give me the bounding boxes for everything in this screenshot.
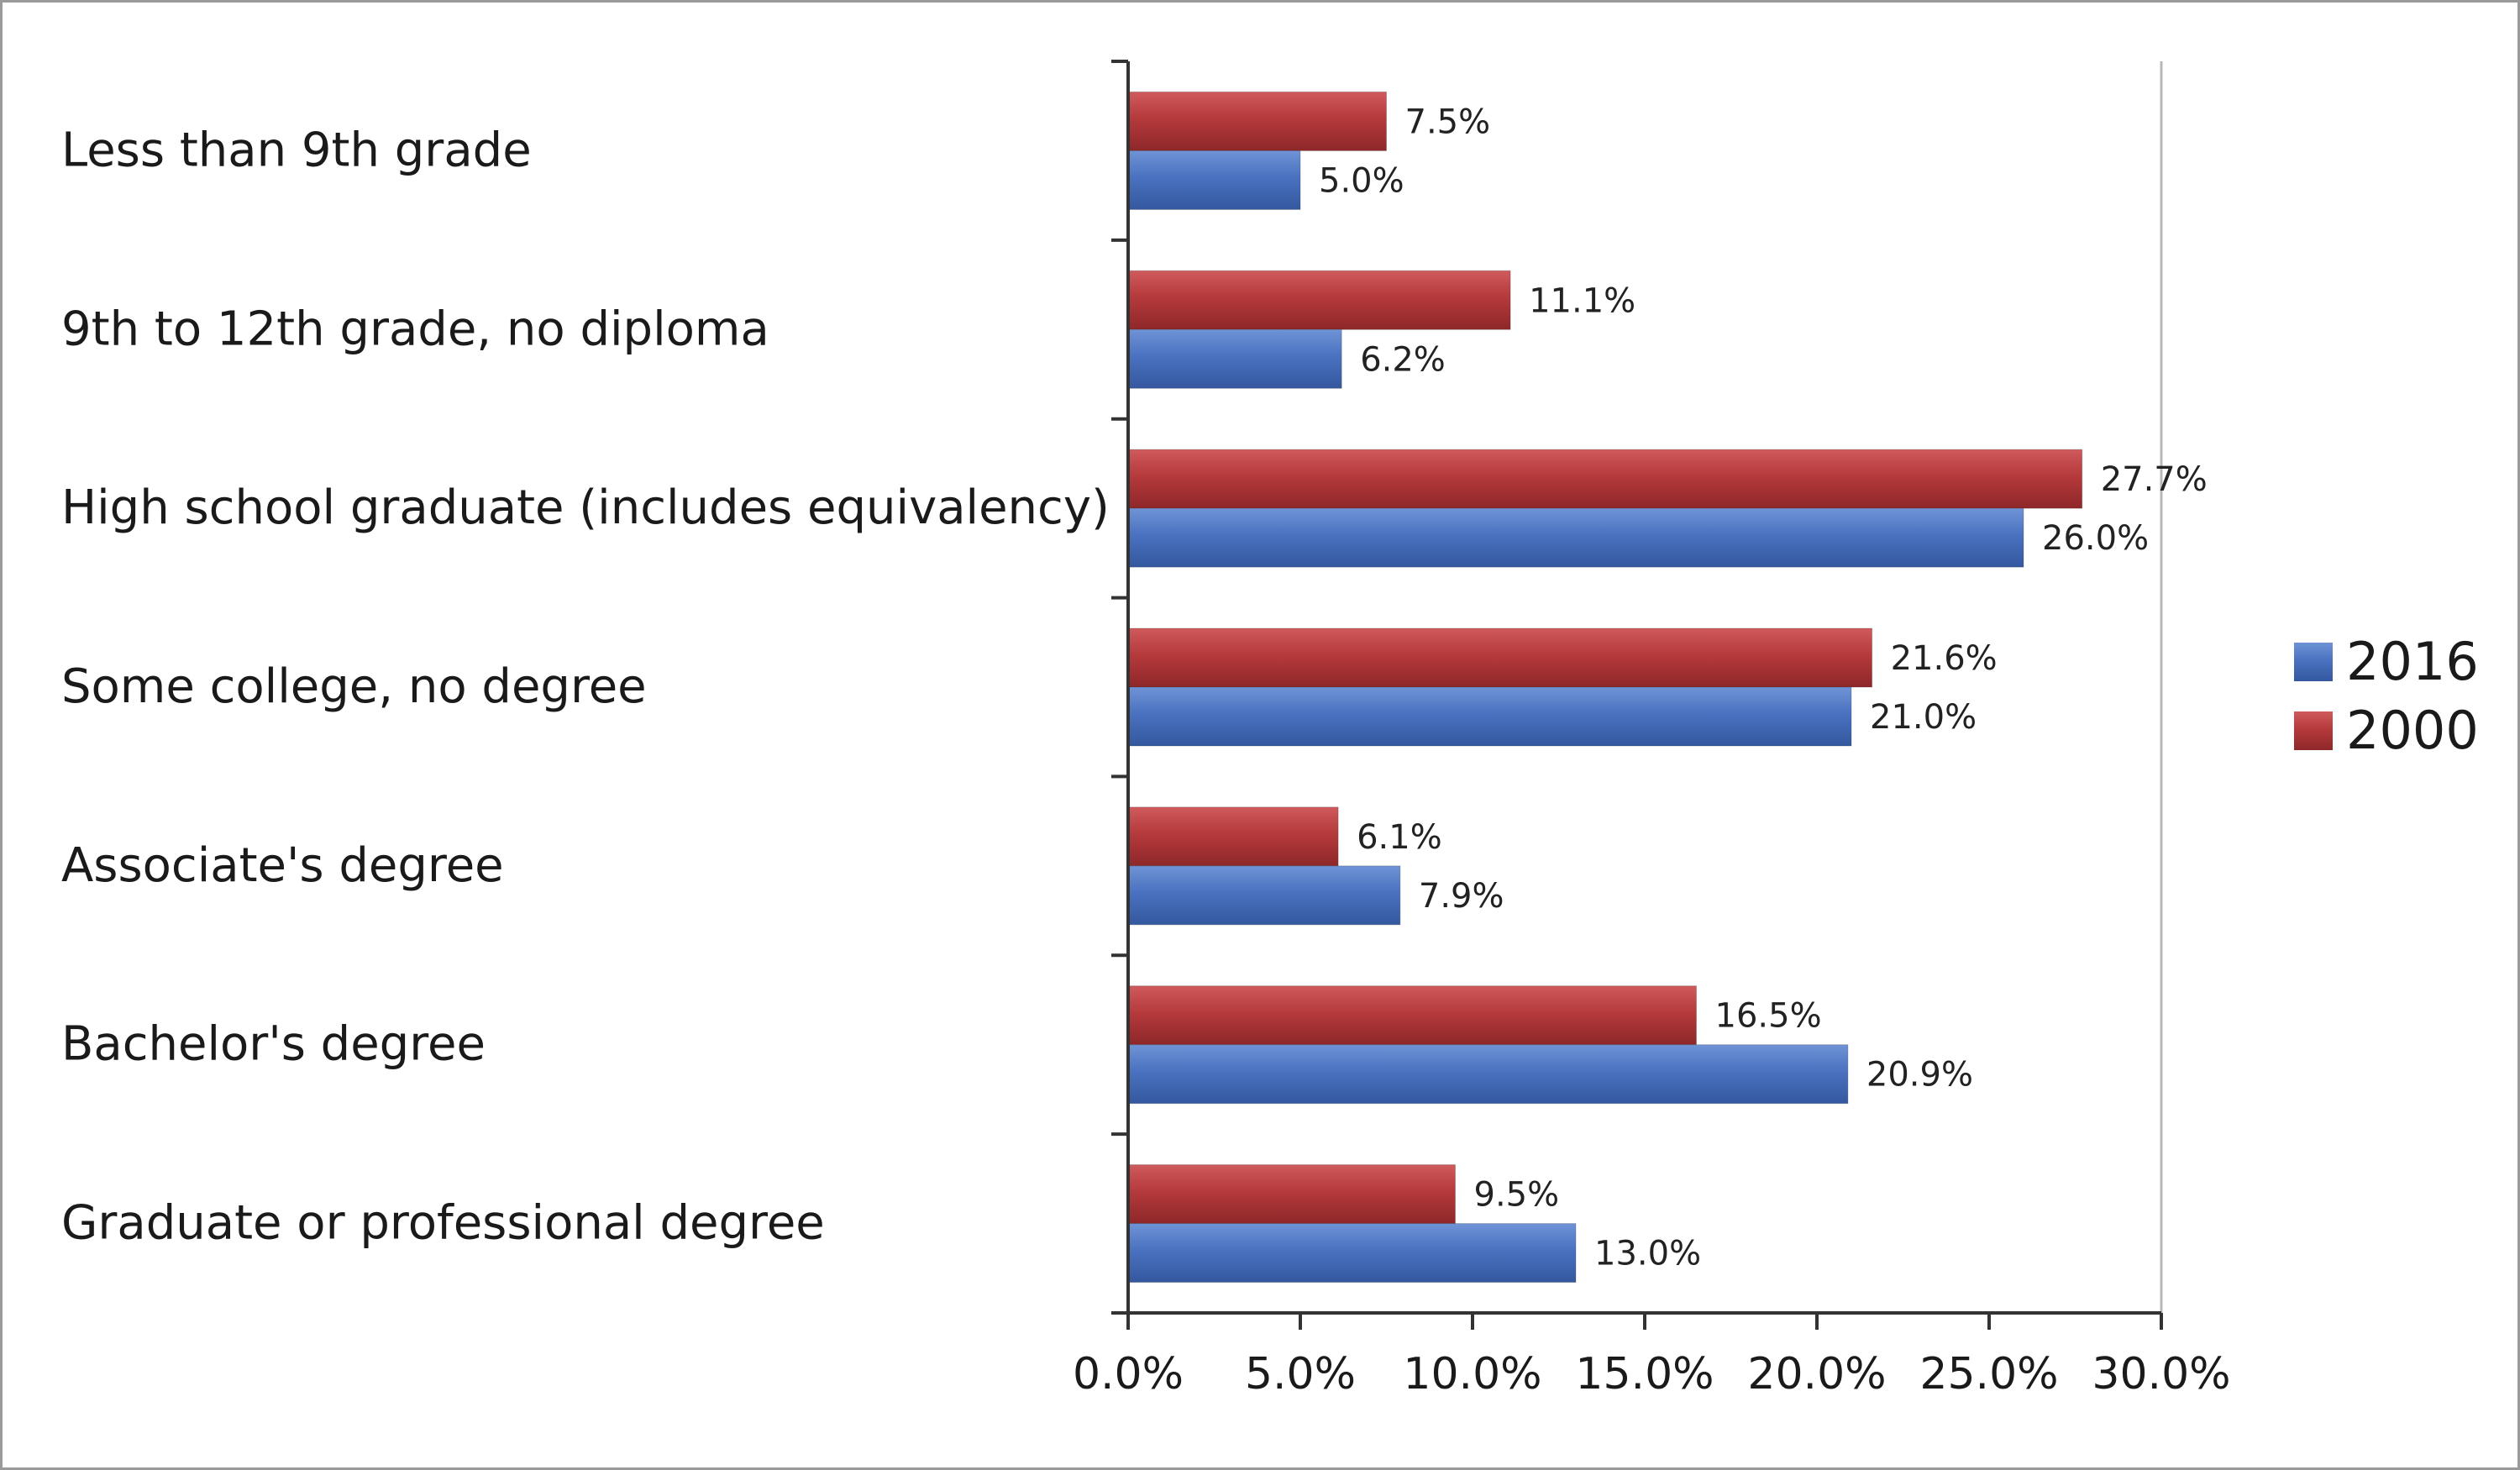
bar-2016 (1127, 1044, 1849, 1105)
bar-2000 (1127, 985, 1697, 1046)
legend-label-2000: 2000 (2346, 700, 2479, 761)
value-labels: 7.5%5.0% 11.1% 6.2% 27.7% 26.0% 21.6% 21.0% 6.1… (1319, 102, 2208, 1273)
category-label: Bachelor's degree (61, 1017, 486, 1072)
bar-2016 (1127, 328, 1342, 389)
data-label-2000: 16.5% (1715, 997, 1822, 1036)
category-label: Some college, no degree (61, 659, 647, 714)
data-label-2016: 21.0% (1870, 698, 1977, 737)
x-tick-label: 0.0% (1073, 1349, 1184, 1399)
legend-swatch-2016 (2294, 643, 2333, 681)
bar-2000 (1127, 1164, 1456, 1225)
legend-label-2016: 2016 (2346, 631, 2479, 692)
data-label-2016: 7.9% (1419, 877, 1504, 916)
bar-2000 (1127, 627, 1873, 688)
x-tick-label: 10.0% (1403, 1349, 1541, 1399)
bars (1127, 91, 2083, 1284)
data-label-2016: 26.0% (2042, 519, 2149, 558)
legend: 2016 2000 (2294, 631, 2479, 761)
category-labels: Less than 9th grade 9th to 12th grade, no… (61, 123, 1110, 1250)
bar-2016 (1127, 865, 1401, 926)
axes (1111, 60, 2163, 1330)
x-tick-label: 15.0% (1575, 1349, 1714, 1399)
bar-2000 (1127, 91, 1387, 151)
bar-2016 (1127, 150, 1301, 210)
data-label-2000: 21.6% (1891, 639, 1998, 678)
x-tick-labels: 0.0% 5.0% 10.0% 15.0% 20.0% 25.0% 30.0% (1073, 1349, 2231, 1399)
x-tick-label: 30.0% (2092, 1349, 2230, 1399)
data-label-2000: 27.7% (2101, 460, 2208, 499)
data-label-2016: 13.0% (1594, 1235, 1701, 1273)
data-label-2016: 5.0% (1319, 161, 1404, 200)
category-label: Less than 9th grade (61, 123, 532, 177)
bar-2000 (1127, 806, 1339, 867)
category-label: High school graduate (includes equivalen… (61, 480, 1110, 535)
category-label: Graduate or professional degree (61, 1196, 825, 1251)
bar-2016 (1127, 686, 1852, 747)
bar-2000 (1127, 270, 1511, 330)
data-label-2016: 20.9% (1866, 1056, 1973, 1095)
legend-swatch-2000 (2294, 711, 2333, 750)
x-tick-label: 20.0% (1747, 1349, 1886, 1399)
data-label-2000: 9.5% (1474, 1176, 1560, 1215)
category-label: 9th to 12th grade, no diploma (61, 302, 769, 356)
data-label-2000: 6.1% (1357, 818, 1442, 857)
data-label-2000: 7.5% (1405, 102, 1491, 141)
data-label-2000: 11.1% (1529, 281, 1635, 320)
x-tick-label: 5.0% (1245, 1349, 1356, 1399)
bar-2016 (1127, 507, 2024, 568)
category-label: Associate's degree (61, 838, 504, 893)
bar-2000 (1127, 449, 2083, 509)
x-tick-label: 25.0% (1919, 1349, 2058, 1399)
bar-2016 (1127, 1223, 1577, 1284)
bar-chart: Less than 9th grade 9th to 12th grade, no… (61, 60, 2479, 1399)
data-label-2016: 6.2% (1360, 340, 1446, 379)
